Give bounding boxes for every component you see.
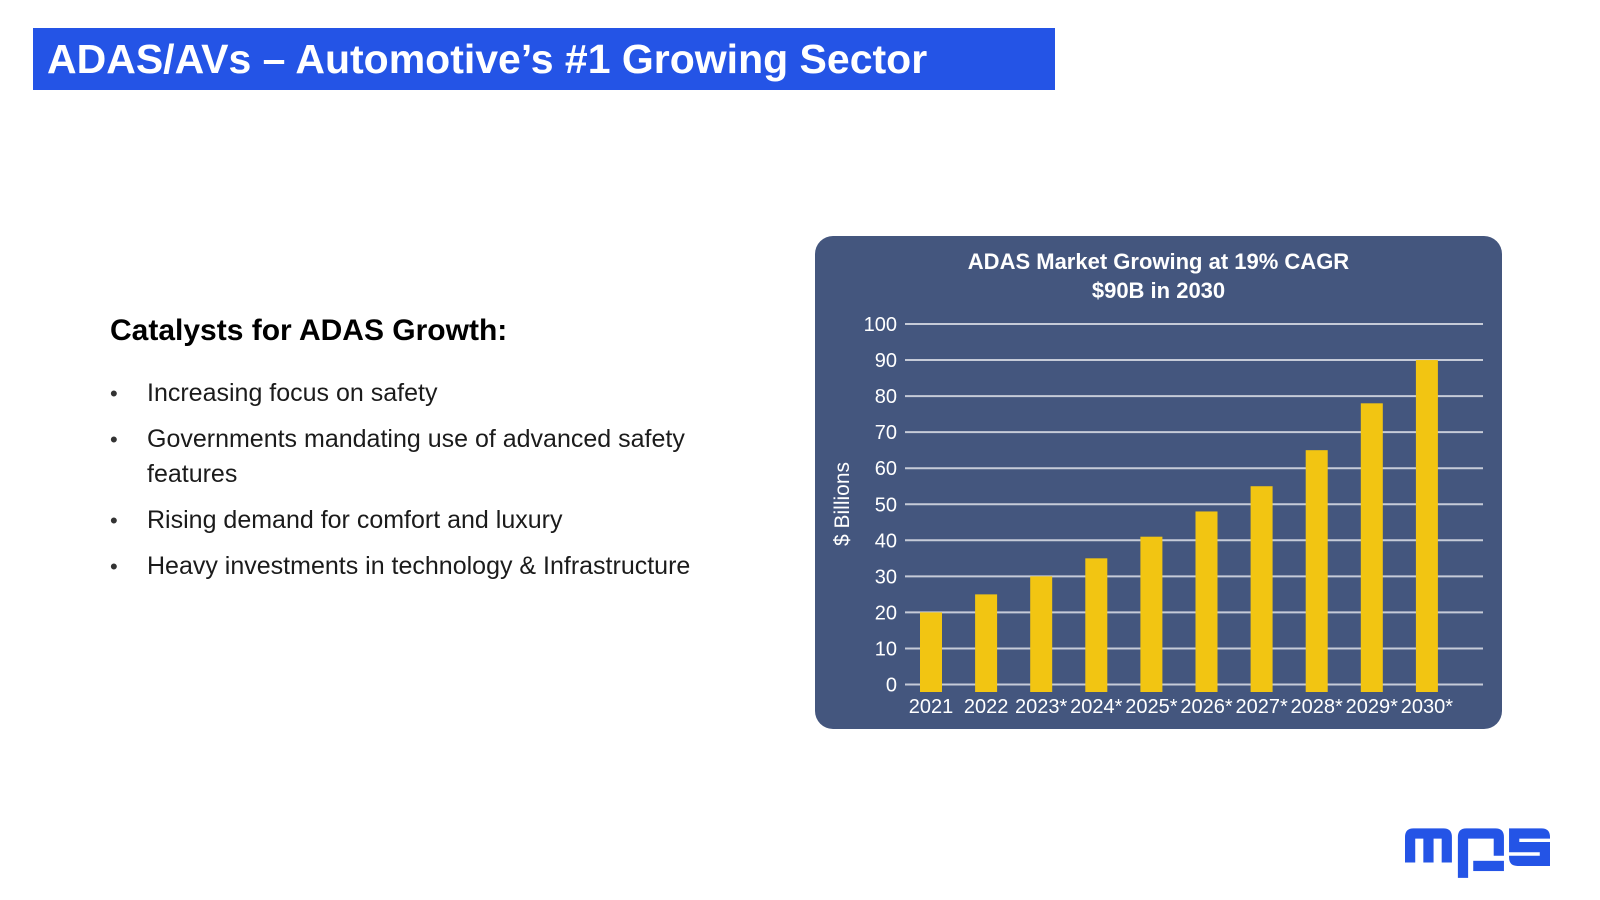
y-tick-label: 50 <box>875 494 897 516</box>
x-tick-label: 2030* <box>1401 696 1453 718</box>
bullet-icon: • <box>110 508 118 533</box>
chart-title-line1: ADAS Market Growing at 19% CAGR <box>967 249 1350 274</box>
bullet-text: Increasing focus on safety <box>147 379 438 407</box>
mps-logo-graphic <box>1405 828 1550 878</box>
x-tick-label: 2026* <box>1180 696 1232 718</box>
bar <box>1415 360 1438 692</box>
bullet-icon: • <box>110 554 118 579</box>
section-heading: Catalysts for ADAS Growth: <box>110 314 508 347</box>
y-tick-label: 40 <box>875 530 897 552</box>
chart-title: ADAS Market Growing at 19% CAGR $90B in … <box>815 247 1502 305</box>
x-tick-label: 2024* <box>1070 696 1122 718</box>
bullet-text: Rising demand for comfort and luxury <box>147 506 563 534</box>
bar <box>1305 450 1328 692</box>
bar <box>1140 536 1163 692</box>
bullet-icon: • <box>110 381 118 406</box>
mps-logo <box>1405 826 1550 882</box>
list-item: • Governments mandating use of advanced … <box>110 422 695 492</box>
y-tick-label: 100 <box>864 314 897 336</box>
y-tick-label: 30 <box>875 566 897 588</box>
bar-chart: 0 10 20 30 40 50 60 70 80 90 100 2021 2022 2023* 2024*… <box>831 314 1483 718</box>
y-axis-title: $ Billions <box>831 462 854 546</box>
slide-title: ADAS/AVs – Automotive’s #1 Growing Secto… <box>47 35 928 82</box>
title-bar: ADAS/AVs – Automotive’s #1 Growing Secto… <box>33 28 1055 90</box>
chart-title-line2: $90B in 2030 <box>1091 278 1226 303</box>
bullet-text: Heavy investments in technology & Infras… <box>147 552 691 580</box>
bar <box>1360 403 1383 692</box>
x-tick-label: 2022 <box>964 696 1009 718</box>
bar <box>1250 486 1273 692</box>
bar <box>1085 558 1108 692</box>
x-tick-label: 2027* <box>1235 696 1287 718</box>
bar <box>1030 576 1053 692</box>
x-tick-label: 2025* <box>1125 696 1177 718</box>
y-tick-label: 70 <box>875 422 897 444</box>
list-item: • Rising demand for comfort and luxury <box>110 503 695 538</box>
catalysts-section: Catalysts for ADAS Growth: • Increasing … <box>110 314 710 595</box>
bar <box>1195 511 1218 692</box>
bar <box>920 612 942 692</box>
bullet-list: • Increasing focus on safety • Governmen… <box>110 376 695 584</box>
y-tick-label: 80 <box>875 386 897 408</box>
bullet-icon: • <box>110 427 118 452</box>
adas-market-chart-panel: ADAS Market Growing at 19% CAGR $90B in … <box>815 236 1502 729</box>
x-tick-label: 2021 <box>909 696 954 718</box>
bar <box>975 594 998 692</box>
bullet-text: Governments mandating use of advanced sa… <box>147 425 685 488</box>
y-tick-label: 90 <box>875 350 897 372</box>
x-tick-label: 2029* <box>1346 696 1398 718</box>
y-tick-label: 60 <box>875 458 897 480</box>
y-tick-label: 10 <box>875 638 897 660</box>
list-item: • Increasing focus on safety <box>110 376 695 411</box>
x-tick-label: 2023* <box>1015 696 1067 718</box>
y-tick-label: 20 <box>875 602 897 624</box>
x-tick-label: 2028* <box>1291 696 1343 718</box>
y-tick-label: 0 <box>886 675 897 697</box>
list-item: • Heavy investments in technology & Infr… <box>110 549 695 584</box>
